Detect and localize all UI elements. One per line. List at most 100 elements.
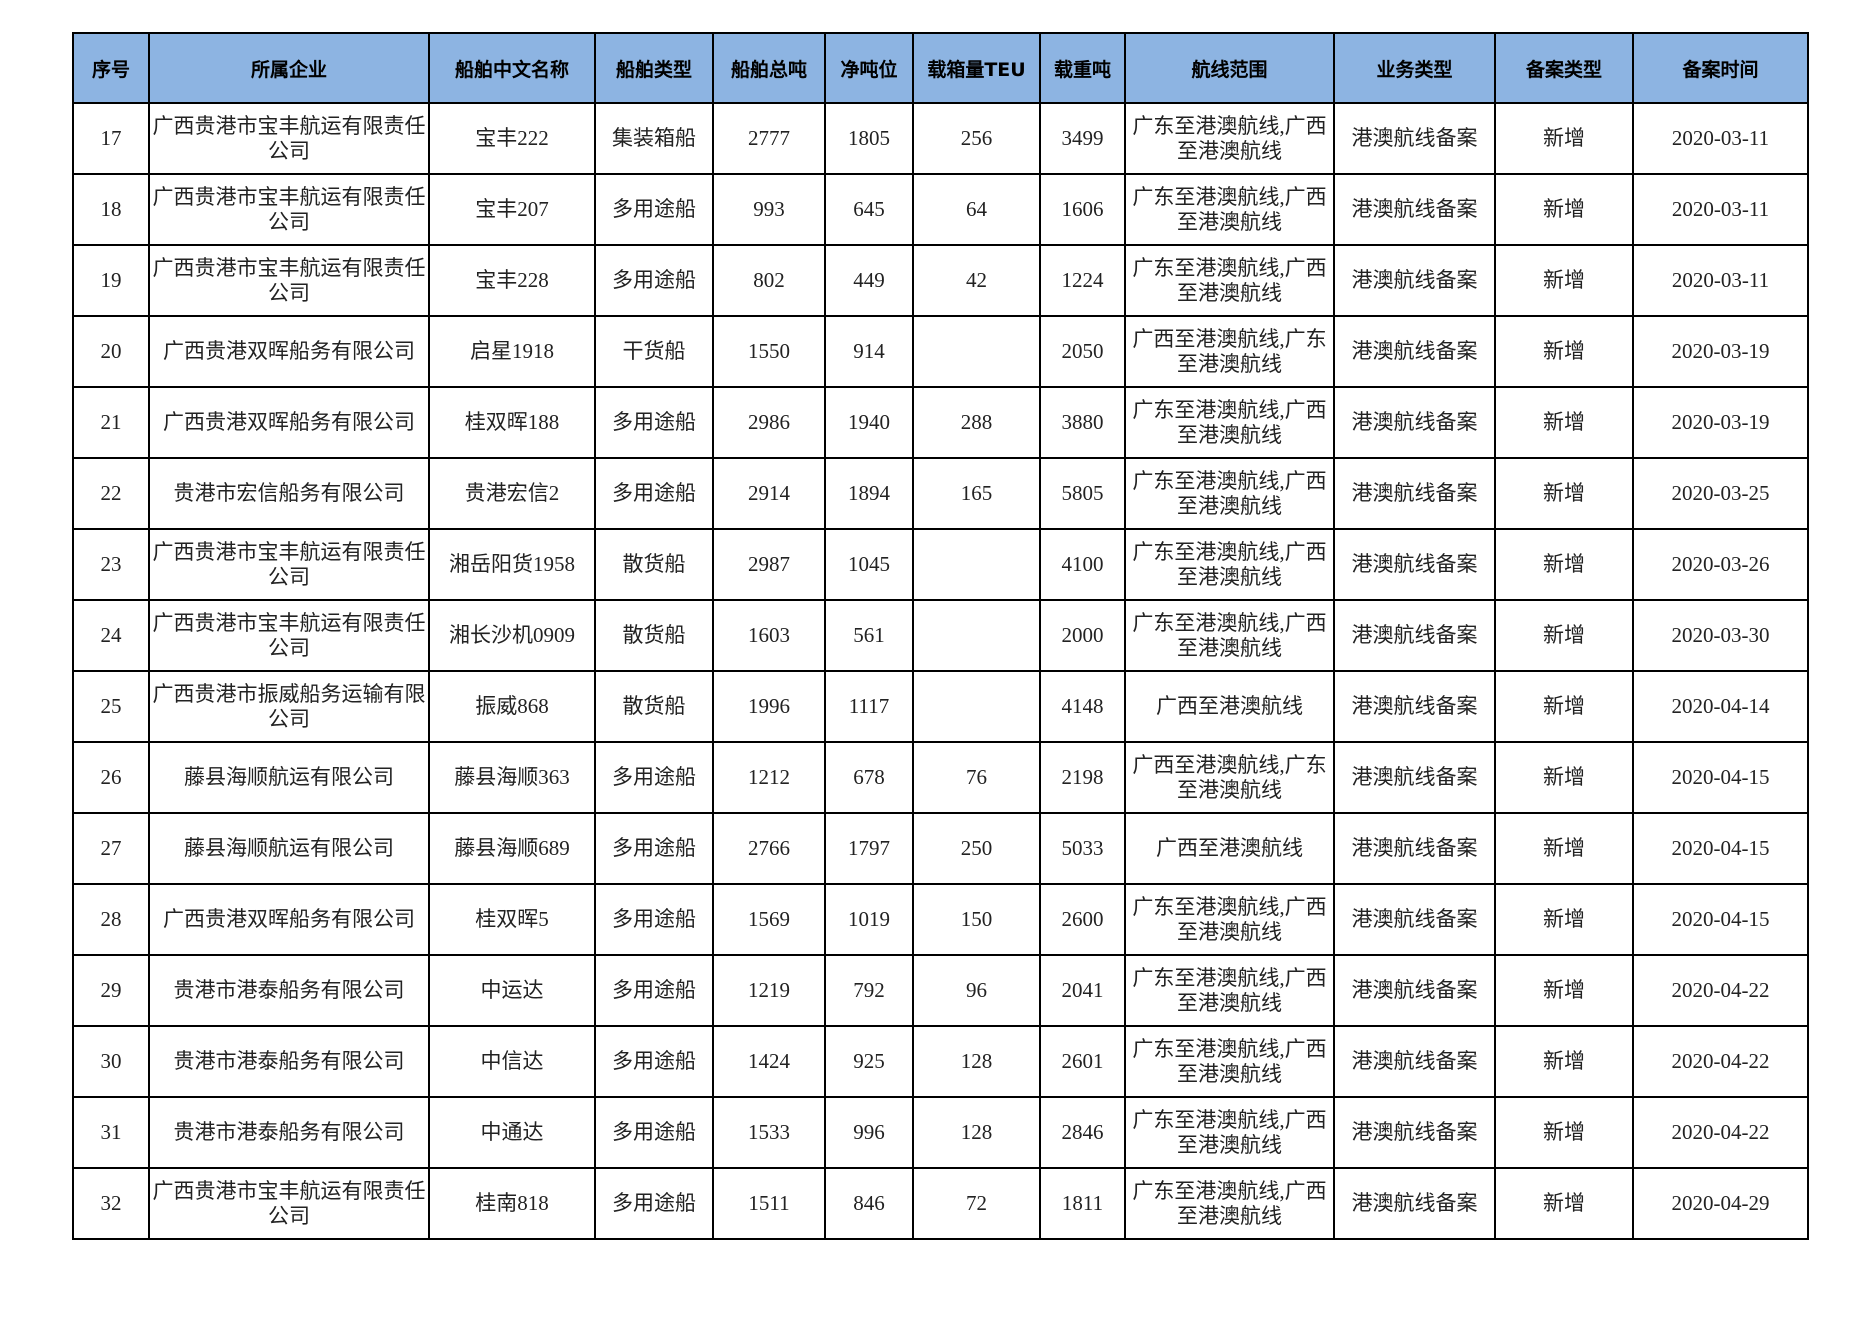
cell-business-type: 港澳航线备案 — [1333, 386, 1496, 459]
cell-teu-capacity — [912, 599, 1041, 672]
cell-company: 广西贵港市宝丰航运有限责任公司 — [148, 102, 430, 175]
cell-gross-tonnage: 2766 — [712, 812, 826, 885]
cell-deadweight: 3880 — [1039, 386, 1126, 459]
cell-route-scope: 广东至港澳航线,广西至港澳航线 — [1124, 1025, 1335, 1098]
header-filing-type: 备案类型 — [1494, 32, 1634, 104]
cell-index: 28 — [72, 883, 150, 956]
cell-ship-name: 湘岳阳货1958 — [428, 528, 596, 601]
cell-filing-type: 新增 — [1494, 599, 1634, 672]
cell-ship-name: 湘长沙机0909 — [428, 599, 596, 672]
cell-index: 30 — [72, 1025, 150, 1098]
cell-ship-name: 中通达 — [428, 1096, 596, 1169]
cell-filing-type: 新增 — [1494, 1167, 1634, 1240]
cell-ship-name: 启星1918 — [428, 315, 596, 388]
cell-deadweight: 1224 — [1039, 244, 1126, 317]
cell-ship-name: 中运达 — [428, 954, 596, 1027]
cell-company: 广西贵港市宝丰航运有限责任公司 — [148, 1167, 430, 1240]
cell-company: 藤县海顺航运有限公司 — [148, 812, 430, 885]
cell-filing-date: 2020-03-19 — [1632, 386, 1809, 459]
cell-net-tonnage: 1797 — [824, 812, 914, 885]
cell-deadweight: 2050 — [1039, 315, 1126, 388]
cell-filing-date: 2020-04-22 — [1632, 954, 1809, 1027]
cell-ship-name: 桂双晖5 — [428, 883, 596, 956]
cell-deadweight: 4100 — [1039, 528, 1126, 601]
cell-company: 广西贵港市宝丰航运有限责任公司 — [148, 528, 430, 601]
cell-gross-tonnage: 1996 — [712, 670, 826, 743]
cell-index: 24 — [72, 599, 150, 672]
cell-route-scope: 广东至港澳航线,广西至港澳航线 — [1124, 599, 1335, 672]
cell-business-type: 港澳航线备案 — [1333, 741, 1496, 814]
cell-gross-tonnage: 1424 — [712, 1025, 826, 1098]
cell-teu-capacity: 64 — [912, 173, 1041, 246]
cell-business-type: 港澳航线备案 — [1333, 1096, 1496, 1169]
cell-ship-type: 多用途船 — [594, 386, 714, 459]
cell-index: 23 — [72, 528, 150, 601]
cell-net-tonnage: 925 — [824, 1025, 914, 1098]
cell-business-type: 港澳航线备案 — [1333, 812, 1496, 885]
cell-deadweight: 5805 — [1039, 457, 1126, 530]
cell-route-scope: 广东至港澳航线,广西至港澳航线 — [1124, 173, 1335, 246]
table-row: 25 广西贵港市振威船务运输有限公司 振威868 散货船 1996 1117 4148 广西至… — [72, 670, 1809, 743]
cell-route-scope: 广东至港澳航线,广西至港澳航线 — [1124, 954, 1335, 1027]
cell-filing-date: 2020-04-14 — [1632, 670, 1809, 743]
cell-route-scope: 广东至港澳航线,广西至港澳航线 — [1124, 102, 1335, 175]
cell-teu-capacity: 288 — [912, 386, 1041, 459]
cell-ship-type: 多用途船 — [594, 741, 714, 814]
cell-company: 贵港市港泰船务有限公司 — [148, 1096, 430, 1169]
cell-company: 贵港市港泰船务有限公司 — [148, 954, 430, 1027]
ship-registry-table: 序号 所属企业 船舶中文名称 船舶类型 船舶总吨 净吨位 载箱量TEU 载重吨 航线范围 业务类型… — [72, 32, 1809, 1240]
cell-business-type: 港澳航线备案 — [1333, 315, 1496, 388]
cell-route-scope: 广西至港澳航线,广东至港澳航线 — [1124, 315, 1335, 388]
table-row: 24 广西贵港市宝丰航运有限责任公司 湘长沙机0909 散货船 1603 561 2000 广… — [72, 599, 1809, 672]
cell-ship-type: 多用途船 — [594, 1167, 714, 1240]
cell-net-tonnage: 792 — [824, 954, 914, 1027]
cell-ship-name: 中信达 — [428, 1025, 596, 1098]
cell-business-type: 港澳航线备案 — [1333, 883, 1496, 956]
cell-gross-tonnage: 2987 — [712, 528, 826, 601]
table-row: 22 贵港市宏信船务有限公司 贵港宏信2 多用途船 2914 1894 165 5805 广东至… — [72, 457, 1809, 530]
cell-filing-type: 新增 — [1494, 102, 1634, 175]
cell-ship-type: 多用途船 — [594, 173, 714, 246]
table-row: 31 贵港市港泰船务有限公司 中通达 多用途船 1533 996 128 2846 广东至港澳航… — [72, 1096, 1809, 1169]
cell-index: 19 — [72, 244, 150, 317]
cell-index: 26 — [72, 741, 150, 814]
cell-ship-type: 多用途船 — [594, 457, 714, 530]
cell-gross-tonnage: 1533 — [712, 1096, 826, 1169]
cell-filing-date: 2020-03-26 — [1632, 528, 1809, 601]
cell-filing-type: 新增 — [1494, 315, 1634, 388]
cell-net-tonnage: 1805 — [824, 102, 914, 175]
cell-teu-capacity: 150 — [912, 883, 1041, 956]
table-row: 20 广西贵港双晖船务有限公司 启星1918 干货船 1550 914 2050 广西至港澳航… — [72, 315, 1809, 388]
cell-teu-capacity: 256 — [912, 102, 1041, 175]
cell-ship-type: 干货船 — [594, 315, 714, 388]
cell-index: 32 — [72, 1167, 150, 1240]
cell-gross-tonnage: 1550 — [712, 315, 826, 388]
cell-business-type: 港澳航线备案 — [1333, 244, 1496, 317]
header-deadweight: 载重吨 — [1039, 32, 1126, 104]
table-row: 32 广西贵港市宝丰航运有限责任公司 桂南818 多用途船 1511 846 72 1811 广… — [72, 1167, 1809, 1240]
cell-filing-date: 2020-04-29 — [1632, 1167, 1809, 1240]
cell-net-tonnage: 914 — [824, 315, 914, 388]
cell-filing-date: 2020-04-15 — [1632, 812, 1809, 885]
table-row: 18 广西贵港市宝丰航运有限责任公司 宝丰207 多用途船 993 645 64 1606 广东… — [72, 173, 1809, 246]
cell-index: 22 — [72, 457, 150, 530]
cell-route-scope: 广东至港澳航线,广西至港澳航线 — [1124, 528, 1335, 601]
cell-company: 贵港市宏信船务有限公司 — [148, 457, 430, 530]
cell-business-type: 港澳航线备案 — [1333, 954, 1496, 1027]
cell-index: 17 — [72, 102, 150, 175]
cell-filing-type: 新增 — [1494, 670, 1634, 743]
cell-deadweight: 3499 — [1039, 102, 1126, 175]
cell-net-tonnage: 996 — [824, 1096, 914, 1169]
cell-index: 31 — [72, 1096, 150, 1169]
cell-net-tonnage: 645 — [824, 173, 914, 246]
cell-gross-tonnage: 1511 — [712, 1167, 826, 1240]
cell-ship-type: 散货船 — [594, 599, 714, 672]
cell-filing-date: 2020-03-30 — [1632, 599, 1809, 672]
cell-deadweight: 5033 — [1039, 812, 1126, 885]
cell-company: 广西贵港双晖船务有限公司 — [148, 883, 430, 956]
cell-ship-type: 多用途船 — [594, 954, 714, 1027]
cell-ship-type: 散货船 — [594, 670, 714, 743]
cell-filing-type: 新增 — [1494, 386, 1634, 459]
cell-gross-tonnage: 802 — [712, 244, 826, 317]
cell-teu-capacity — [912, 670, 1041, 743]
